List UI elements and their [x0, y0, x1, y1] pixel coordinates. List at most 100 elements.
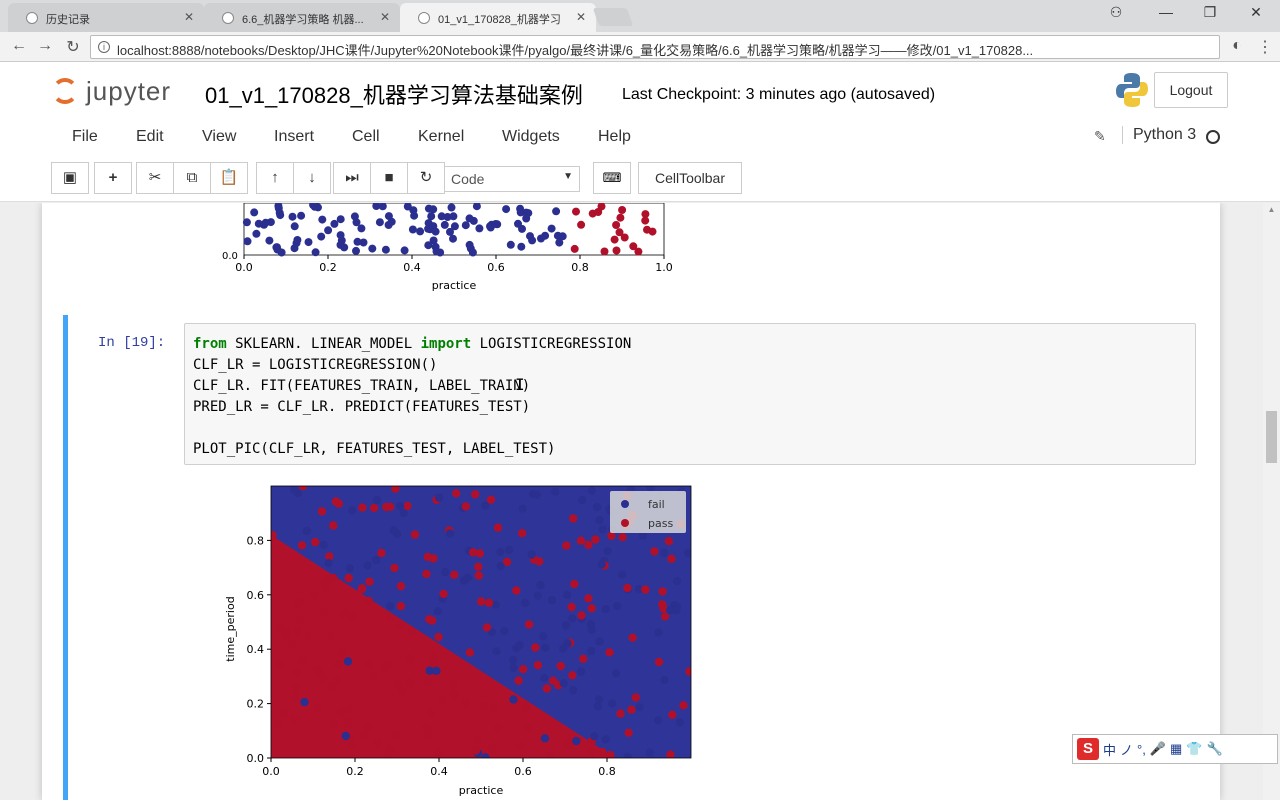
menu-kernel[interactable]: Kernel: [418, 128, 465, 145]
data-point: [441, 568, 450, 577]
info-icon[interactable]: i: [98, 41, 110, 53]
minimize-icon[interactable]: —: [1159, 4, 1173, 20]
back-icon[interactable]: ←: [11, 37, 27, 54]
logout-button[interactable]: Logout: [1154, 72, 1228, 108]
extension-icon[interactable]: ◐: [1232, 37, 1242, 54]
save-icon[interactable]: ▣: [51, 162, 89, 194]
data-point: [500, 626, 509, 636]
tools-icon[interactable]: 🔧: [1206, 741, 1223, 756]
kernel-name[interactable]: Python 3: [1122, 126, 1196, 144]
x-tick-label: 0.2: [319, 261, 337, 274]
data-point: [660, 612, 670, 621]
menu-cell[interactable]: Cell: [352, 128, 380, 145]
insert-cell-icon[interactable]: +: [94, 162, 132, 194]
url-input[interactable]: i localhost:8888/notebooks/Desktop/JHC课件…: [90, 35, 1220, 59]
data-point: [641, 585, 650, 594]
data-point: [641, 210, 650, 219]
x-axis-ticks: 0.0 0.2 0.4 0.6 0.8 1.0: [235, 255, 673, 274]
move-down-icon[interactable]: ↓: [293, 162, 331, 194]
interrupt-icon[interactable]: ■: [370, 162, 408, 194]
menu-file[interactable]: File: [72, 128, 98, 145]
data-point: [567, 602, 576, 612]
code-editor[interactable]: from SKLEARN. LINEAR_MODEL import LOGIST…: [184, 323, 1196, 465]
data-point: [422, 723, 431, 732]
data-point: [598, 525, 607, 534]
restore-icon[interactable]: ❐: [1203, 4, 1217, 20]
data-point: [562, 590, 572, 600]
close-tab-icon[interactable]: ✕: [575, 10, 586, 24]
jupyter-logo[interactable]: jupyter: [52, 74, 192, 110]
data-point: [311, 537, 320, 547]
url-text: localhost:8888/notebooks/Desktop/JHC课件/J…: [117, 43, 1034, 58]
restart-icon[interactable]: ↻: [407, 162, 445, 194]
data-point: [341, 731, 350, 741]
cell-toolbar-button[interactable]: CellToolbar: [638, 162, 742, 194]
browser-tab-history[interactable]: 历史记录 ✕: [8, 3, 204, 32]
menu-view[interactable]: View: [202, 128, 237, 145]
data-point: [552, 207, 561, 216]
menu-help[interactable]: Help: [598, 128, 631, 145]
close-tab-icon[interactable]: ✕: [183, 10, 194, 24]
code-text: SKLEARN. LINEAR_MODEL: [226, 336, 421, 352]
cell-type-select[interactable]: Code ▼: [444, 166, 580, 192]
data-point: [242, 218, 251, 227]
data-point: [378, 203, 387, 211]
page-scrollbar[interactable]: ▲: [1263, 203, 1280, 800]
data-point: [493, 523, 503, 532]
paste-icon[interactable]: 📋: [210, 162, 248, 194]
ime-chinese-mode[interactable]: 中: [1103, 742, 1117, 758]
data-point: [481, 753, 490, 758]
code-cell[interactable]: In [19]: from SKLEARN. LINEAR_MODEL impo…: [63, 315, 1201, 800]
data-point: [612, 221, 621, 229]
data-point: [324, 559, 333, 568]
data-point: [383, 752, 393, 758]
data-point: [471, 746, 481, 755]
skin-icon[interactable]: 👕: [1186, 741, 1203, 756]
keyboard-icon[interactable]: ⌨: [593, 162, 631, 194]
menu-insert[interactable]: Insert: [274, 128, 315, 145]
close-window-icon[interactable]: ✕: [1250, 4, 1262, 20]
ime-punctuation-icon[interactable]: °,: [1137, 741, 1146, 757]
data-point: [542, 684, 552, 693]
data-point: [365, 577, 374, 586]
data-point: [312, 703, 322, 712]
reload-icon[interactable]: ↻: [66, 39, 80, 56]
x-tick-label: 0.8: [571, 261, 589, 274]
data-point: [475, 224, 484, 233]
data-point: [605, 648, 614, 657]
data-point: [569, 514, 578, 523]
browser-tab-notebook[interactable]: 01_v1_170828_机器学习 ✕: [400, 3, 596, 32]
data-point: [527, 550, 536, 559]
move-up-icon[interactable]: ↑: [256, 162, 294, 194]
cut-icon[interactable]: ✂: [136, 162, 174, 194]
ime-moon-icon[interactable]: ノ: [1120, 742, 1134, 758]
ime-toolbar[interactable]: S 中 ノ °, 🎤 ▦ 👕 🔧: [1072, 734, 1278, 764]
notebook-title[interactable]: 01_v1_170828_机器学习算法基础案例: [205, 83, 583, 108]
keyboard-icon[interactable]: ▦: [1170, 741, 1183, 756]
menu-widgets[interactable]: Widgets: [502, 128, 560, 145]
run-icon[interactable]: ⏭: [333, 162, 371, 194]
forward-icon[interactable]: →: [37, 37, 53, 54]
scrollbar-thumb[interactable]: [1266, 411, 1277, 463]
data-point: [650, 547, 659, 556]
x-tick-label: 0.6: [514, 765, 532, 778]
profile-icon[interactable]: ⚇: [1109, 4, 1123, 20]
menu-edit[interactable]: Edit: [136, 128, 164, 145]
menu-icon[interactable]: ⋮: [1257, 39, 1273, 56]
data-point: [612, 669, 621, 678]
data-point: [541, 231, 550, 240]
tab-favicon-icon: [222, 12, 234, 24]
data-point: [352, 218, 361, 227]
new-tab-button[interactable]: [592, 8, 634, 26]
browser-tab-strategy[interactable]: 6.6_机器学习策略 机器... ✕: [204, 3, 400, 32]
microphone-icon[interactable]: 🎤: [1149, 741, 1167, 756]
close-tab-icon[interactable]: ✕: [379, 10, 390, 24]
data-point: [568, 671, 577, 680]
scroll-up-icon[interactable]: ▲: [1267, 205, 1276, 214]
data-point: [311, 248, 320, 257]
copy-icon[interactable]: ⧉: [173, 162, 211, 194]
data-point: [518, 529, 527, 538]
tab-favicon-icon: [418, 12, 430, 24]
data-point: [586, 646, 596, 656]
ime-logo-icon[interactable]: S: [1077, 738, 1099, 760]
